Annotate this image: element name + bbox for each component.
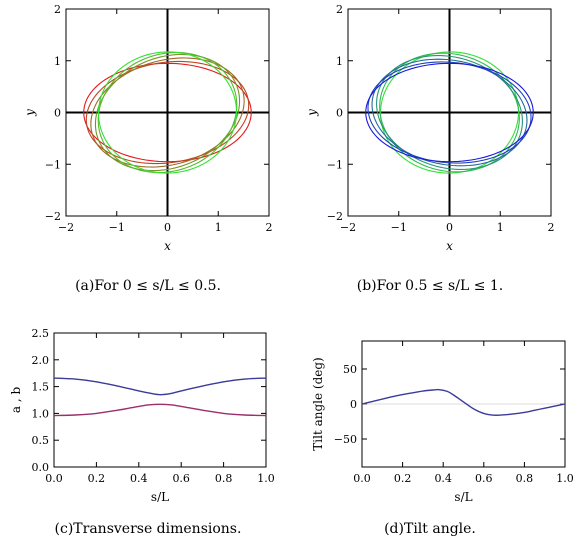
y-axis-label: a , b — [9, 387, 23, 414]
ellipse-curve — [365, 62, 534, 163]
caption-a: (a)For 0 ≤ s/L ≤ 0.5. — [75, 278, 221, 294]
y-axis-label: Tilt angle (deg) — [311, 357, 325, 450]
x-axis-label: x — [446, 239, 453, 253]
ellipse-curve — [97, 51, 238, 174]
y-tick-label: 2 — [54, 3, 61, 16]
x-axis-label: s/L — [454, 490, 472, 504]
x-axis-label: s/L — [151, 490, 169, 504]
x-tick-label: −1 — [391, 221, 407, 234]
y-tick-label: −1 — [45, 158, 61, 171]
panel-a-ellipses: −2 −1 0 1 2 −2 −1 0 1 2 x y — [23, 3, 273, 253]
panel-c-transverse-dimensions: 0.0 0.2 0.4 0.6 0.8 1.0 0.0 0.5 1.0 1.5 2.0 2.5 s/L a… — [9, 327, 275, 504]
y-tick-label: 1.5 — [32, 381, 50, 394]
x-tick-label: 1.0 — [556, 472, 574, 485]
series-line — [53, 377, 267, 396]
ellipse-curve — [85, 60, 250, 165]
y-axis-label: y — [23, 109, 37, 117]
x-tick-label: 0.8 — [516, 472, 534, 485]
x-tick-label: 0.6 — [172, 472, 190, 485]
x-tick-label: 0.8 — [215, 472, 233, 485]
caption-d: (d)Tilt angle. — [384, 521, 476, 537]
ellipse-curve — [97, 51, 238, 174]
series-line — [53, 403, 267, 417]
x-tick-label: 2 — [266, 221, 273, 234]
panel-b-ellipses: −2 −1 0 1 2 −2 −1 0 1 2 x y — [305, 3, 555, 253]
caption-b: (b)For 0.5 ≤ s/L ≤ 1. — [357, 278, 504, 294]
y-tick-label: 0 — [336, 107, 343, 120]
panel-d-tilt-angle: 0.0 0.2 0.4 0.6 0.8 1.0 −50 0 50 s/L Tilt angle (d… — [311, 340, 574, 504]
plot-frame — [53, 332, 267, 468]
y-tick-label: 1 — [54, 55, 61, 68]
x-tick-label: 0.4 — [434, 472, 452, 485]
y-tick-label: 1.0 — [32, 407, 50, 420]
y-tick-label: −2 — [327, 210, 343, 223]
ellipse-curve — [371, 58, 528, 167]
y-tick-label: 0 — [350, 398, 357, 411]
y-tick-label: −2 — [45, 210, 61, 223]
x-tick-label: −2 — [58, 221, 74, 234]
y-tick-label: 0.5 — [32, 434, 50, 447]
x-tick-label: −1 — [109, 221, 125, 234]
y-tick-label: −1 — [327, 158, 343, 171]
y-tick-label: 2 — [336, 3, 343, 16]
x-tick-label: −2 — [340, 221, 356, 234]
y-tick-label: 0 — [54, 107, 61, 120]
x-tick-label: 1 — [215, 221, 222, 234]
x-axis-label: x — [164, 239, 171, 253]
x-tick-label: 1.0 — [257, 472, 275, 485]
x-tick-label: 0 — [164, 221, 171, 234]
y-tick-label: 2.0 — [32, 354, 50, 367]
x-tick-label: 1 — [497, 221, 504, 234]
y-tick-label: 1 — [336, 55, 343, 68]
series-line — [361, 388, 566, 416]
y-tick-label: 0.0 — [32, 461, 50, 474]
ellipse-curve — [367, 61, 532, 164]
x-tick-label: 0 — [446, 221, 453, 234]
x-tick-label: 0.2 — [394, 472, 412, 485]
x-tick-label: 0.0 — [45, 472, 63, 485]
y-tick-label: 2.5 — [32, 327, 50, 340]
x-tick-label: 0.6 — [475, 472, 493, 485]
caption-c: (c)Transverse dimensions. — [55, 521, 242, 537]
y-axis-label: y — [305, 109, 319, 117]
x-tick-label: 0.2 — [88, 472, 106, 485]
y-tick-label: 50 — [343, 363, 357, 376]
y-tick-label: −50 — [334, 433, 357, 446]
x-tick-label: 0.4 — [130, 472, 148, 485]
x-tick-label: 2 — [548, 221, 555, 234]
x-tick-label: 0.0 — [353, 472, 371, 485]
